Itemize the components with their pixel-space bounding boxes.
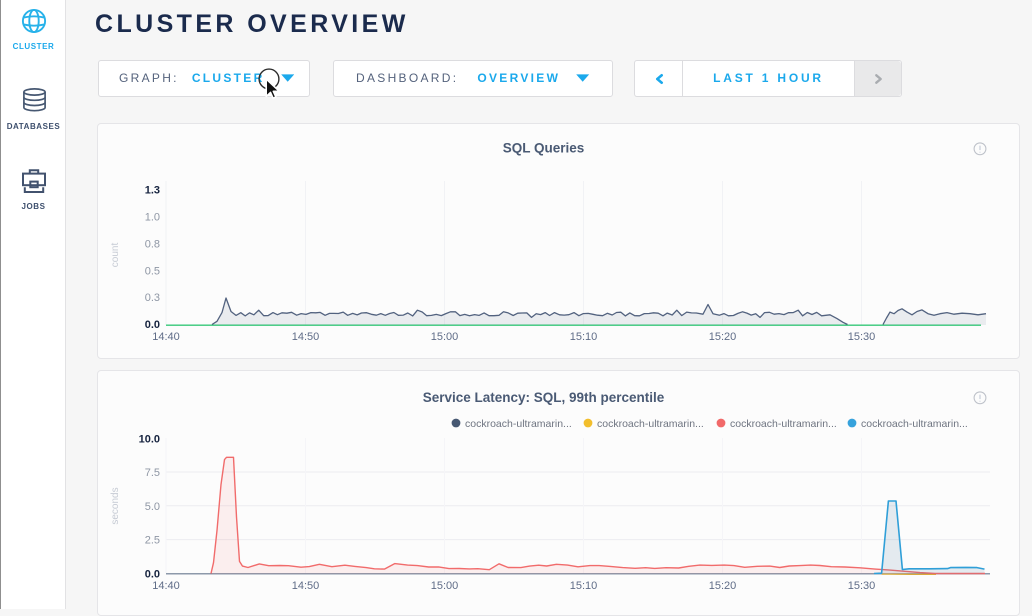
svg-text:10.0: 10.0 bbox=[139, 434, 160, 446]
svg-text:Service Latency: SQL, 99th per: Service Latency: SQL, 99th percentile bbox=[423, 390, 665, 405]
svg-text:cockroach-ultramarin...: cockroach-ultramarin... bbox=[861, 418, 968, 430]
svg-text:15:20: 15:20 bbox=[709, 331, 737, 343]
svg-text:0.5: 0.5 bbox=[145, 266, 160, 278]
svg-text:cockroach-ultramarin...: cockroach-ultramarin... bbox=[465, 418, 572, 430]
svg-text:15:10: 15:10 bbox=[570, 331, 598, 343]
svg-text:1.0: 1.0 bbox=[145, 212, 160, 224]
svg-text:0.8: 0.8 bbox=[145, 239, 160, 251]
svg-text:15:10: 15:10 bbox=[570, 580, 598, 592]
svg-text:0.0: 0.0 bbox=[145, 319, 160, 331]
svg-text:5.0: 5.0 bbox=[145, 501, 160, 513]
svg-text:15:30: 15:30 bbox=[848, 331, 876, 343]
svg-text:cockroach-ultramarin...: cockroach-ultramarin... bbox=[730, 418, 837, 430]
svg-text:2.5: 2.5 bbox=[145, 535, 160, 547]
svg-text:15:00: 15:00 bbox=[431, 331, 459, 343]
svg-text:14:50: 14:50 bbox=[292, 331, 320, 343]
svg-text:14:40: 14:40 bbox=[152, 331, 180, 343]
svg-text:14:50: 14:50 bbox=[292, 580, 320, 592]
svg-text:1.3: 1.3 bbox=[145, 185, 160, 197]
svg-text:0.3: 0.3 bbox=[145, 292, 160, 304]
svg-text:count: count bbox=[110, 243, 121, 268]
svg-text:15:20: 15:20 bbox=[709, 580, 737, 592]
svg-text:cockroach-ultramarin...: cockroach-ultramarin... bbox=[597, 418, 704, 430]
svg-text:15:00: 15:00 bbox=[431, 580, 459, 592]
svg-text:14:40: 14:40 bbox=[152, 580, 180, 592]
svg-text:SQL Queries: SQL Queries bbox=[503, 141, 585, 156]
svg-text:15:30: 15:30 bbox=[848, 580, 876, 592]
svg-text:seconds: seconds bbox=[110, 487, 121, 524]
svg-text:0.0: 0.0 bbox=[145, 568, 160, 580]
svg-text:7.5: 7.5 bbox=[145, 467, 160, 479]
